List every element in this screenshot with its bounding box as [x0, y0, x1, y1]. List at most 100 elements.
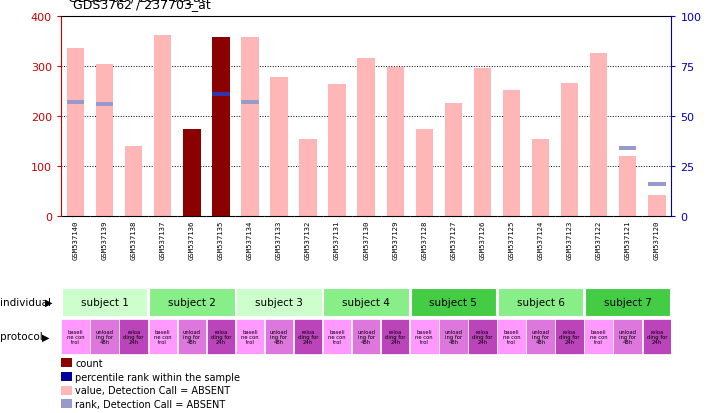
- Text: unload
ing for
48h: unload ing for 48h: [444, 329, 462, 344]
- Bar: [212, 38, 230, 217]
- Text: GSM537127: GSM537127: [450, 221, 457, 260]
- Text: GSM537120: GSM537120: [654, 221, 660, 260]
- Bar: [67, 101, 84, 104]
- Text: subject 5: subject 5: [429, 297, 477, 308]
- Bar: [299, 139, 317, 217]
- Text: GSM537122: GSM537122: [596, 221, 602, 260]
- Bar: [265, 319, 293, 354]
- Bar: [119, 319, 148, 354]
- Text: subject 3: subject 3: [255, 297, 303, 308]
- Text: reloa
ding for
24h: reloa ding for 24h: [385, 329, 406, 344]
- Bar: [323, 319, 351, 354]
- Text: baseli
ne con
trol: baseli ne con trol: [154, 329, 172, 344]
- Bar: [352, 319, 381, 354]
- Bar: [241, 101, 258, 104]
- Bar: [648, 196, 666, 217]
- Bar: [416, 129, 433, 217]
- Bar: [183, 129, 200, 217]
- Text: GSM537126: GSM537126: [480, 221, 485, 260]
- Text: subject 2: subject 2: [168, 297, 215, 308]
- Bar: [125, 147, 142, 217]
- Bar: [613, 319, 642, 354]
- Bar: [236, 319, 264, 354]
- Text: reloa
ding for
24h: reloa ding for 24h: [646, 329, 667, 344]
- Text: GDS3762 / 237703_at: GDS3762 / 237703_at: [73, 0, 211, 11]
- Text: ▶: ▶: [45, 297, 52, 308]
- Text: GSM537138: GSM537138: [131, 221, 136, 260]
- Bar: [96, 103, 113, 107]
- Text: baseli
ne con
trol: baseli ne con trol: [67, 329, 85, 344]
- Bar: [149, 319, 177, 354]
- Text: unload
ing for
48h: unload ing for 48h: [270, 329, 288, 344]
- Text: GSM537134: GSM537134: [247, 221, 253, 260]
- Text: rank, Detection Call = ABSENT: rank, Detection Call = ABSENT: [75, 399, 225, 409]
- Text: unload
ing for
48h: unload ing for 48h: [357, 329, 376, 344]
- Text: reloa
ding for
24h: reloa ding for 24h: [472, 329, 493, 344]
- Bar: [503, 90, 521, 217]
- Text: subject 4: subject 4: [342, 297, 390, 308]
- Bar: [381, 319, 409, 354]
- Text: baseli
ne con
trol: baseli ne con trol: [416, 329, 433, 344]
- Bar: [444, 104, 462, 217]
- Text: subject 7: subject 7: [604, 297, 652, 308]
- Text: GSM537132: GSM537132: [305, 221, 311, 260]
- Bar: [410, 319, 439, 354]
- Text: subject 1: subject 1: [80, 297, 129, 308]
- Bar: [411, 289, 496, 316]
- Bar: [270, 78, 288, 217]
- Text: reloa
ding for
24h: reloa ding for 24h: [559, 329, 580, 344]
- Text: reloa
ding for
24h: reloa ding for 24h: [298, 329, 318, 344]
- Bar: [236, 289, 322, 316]
- Bar: [386, 68, 404, 217]
- Bar: [294, 319, 322, 354]
- Bar: [498, 319, 526, 354]
- Text: baseli
ne con
trol: baseli ne con trol: [328, 329, 346, 344]
- Bar: [439, 319, 467, 354]
- Text: percentile rank within the sample: percentile rank within the sample: [75, 372, 241, 382]
- Text: GSM537137: GSM537137: [159, 221, 166, 260]
- Bar: [61, 319, 90, 354]
- Text: GDS3762 / 237703_at: GDS3762 / 237703_at: [68, 0, 206, 4]
- Text: GSM537130: GSM537130: [363, 221, 369, 260]
- Text: GSM537123: GSM537123: [567, 221, 573, 260]
- Bar: [62, 289, 147, 316]
- Bar: [149, 289, 235, 316]
- Bar: [323, 289, 409, 316]
- Text: baseli
ne con
trol: baseli ne con trol: [241, 329, 258, 344]
- Text: ▶: ▶: [42, 332, 49, 342]
- Bar: [526, 319, 555, 354]
- Bar: [619, 157, 636, 217]
- Bar: [532, 139, 549, 217]
- Text: protocol: protocol: [0, 332, 43, 342]
- Bar: [556, 319, 584, 354]
- Bar: [498, 289, 583, 316]
- Bar: [241, 38, 258, 217]
- Bar: [154, 36, 172, 217]
- Text: GSM537136: GSM537136: [189, 221, 195, 260]
- Text: baseli
ne con
trol: baseli ne con trol: [503, 329, 521, 344]
- Text: GSM537140: GSM537140: [73, 221, 78, 260]
- Bar: [358, 59, 375, 217]
- Text: unload
ing for
48h: unload ing for 48h: [531, 329, 549, 344]
- Text: unload
ing for
48h: unload ing for 48h: [183, 329, 201, 344]
- Text: GSM537125: GSM537125: [508, 221, 515, 260]
- Text: baseli
ne con
trol: baseli ne con trol: [590, 329, 607, 344]
- Bar: [619, 147, 636, 151]
- Text: individual: individual: [0, 297, 51, 308]
- Text: value, Detection Call = ABSENT: value, Detection Call = ABSENT: [75, 385, 230, 395]
- Bar: [648, 183, 666, 187]
- Text: reloa
ding for
24h: reloa ding for 24h: [123, 329, 144, 344]
- Text: GSM537131: GSM537131: [334, 221, 340, 260]
- Bar: [561, 84, 578, 217]
- Text: unload
ing for
48h: unload ing for 48h: [619, 329, 637, 344]
- Bar: [96, 65, 113, 217]
- Text: GSM537135: GSM537135: [218, 221, 224, 260]
- Bar: [207, 319, 235, 354]
- Text: GSM537129: GSM537129: [392, 221, 398, 260]
- Text: GSM537139: GSM537139: [102, 221, 108, 260]
- Text: GSM537124: GSM537124: [538, 221, 544, 260]
- Bar: [328, 85, 346, 217]
- Bar: [474, 69, 491, 217]
- Bar: [585, 289, 671, 316]
- Text: GSM537121: GSM537121: [625, 221, 630, 260]
